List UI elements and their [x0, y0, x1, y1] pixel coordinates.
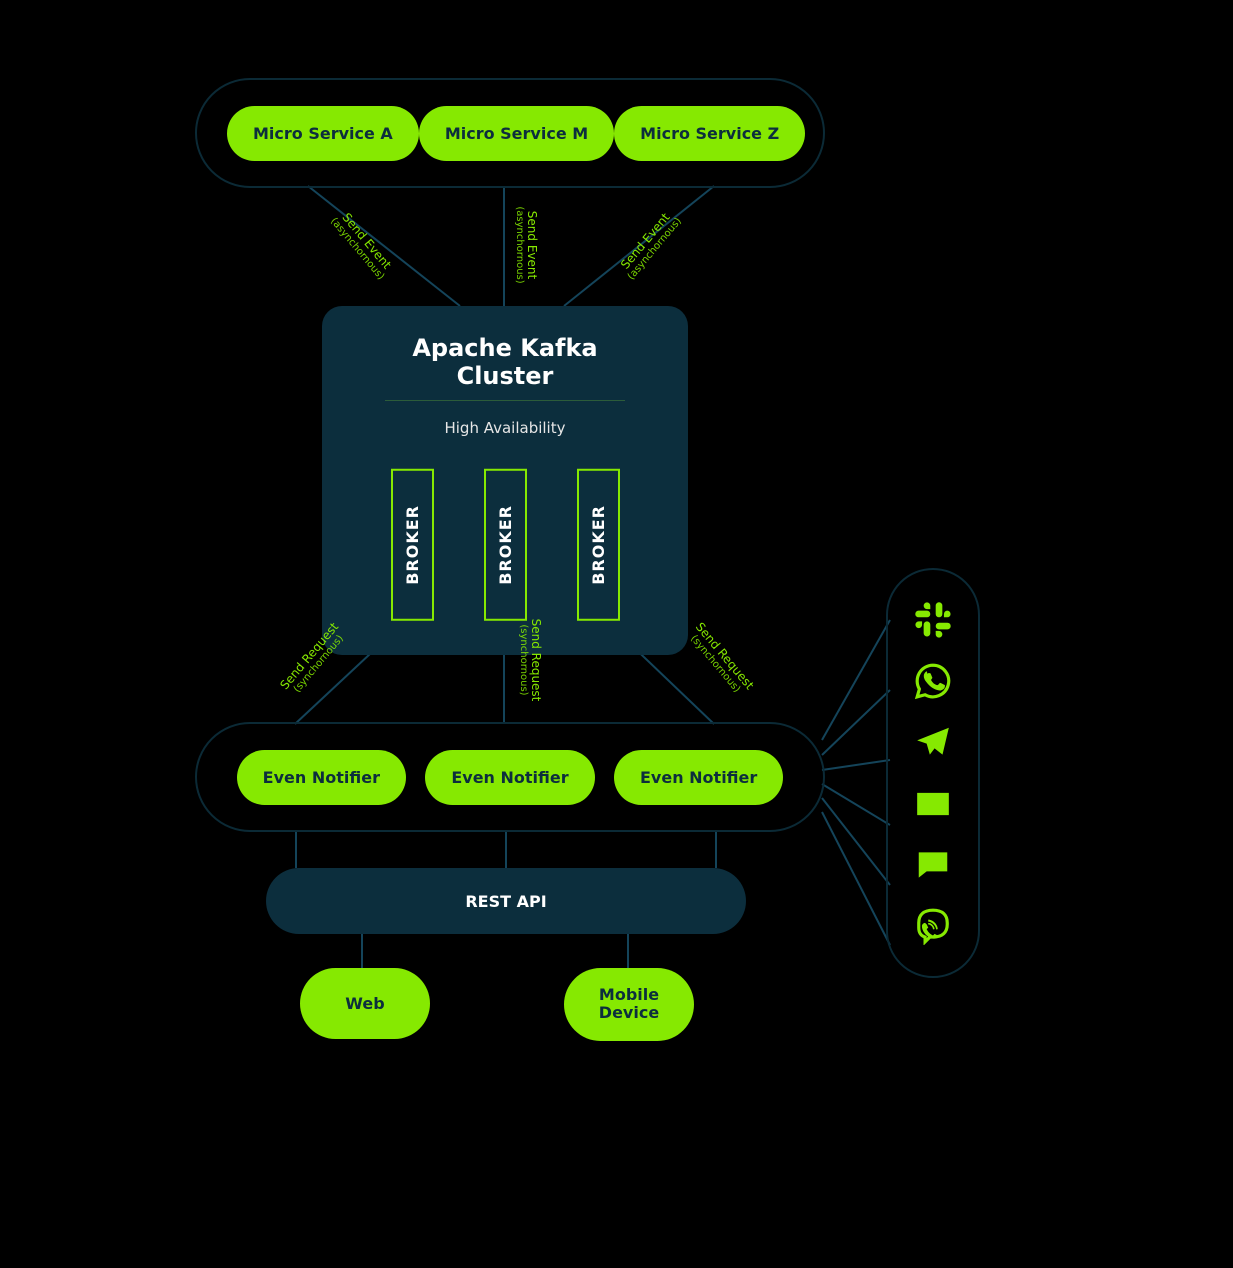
client-mobile: Mobile Device	[564, 968, 694, 1041]
client-mobile-label: Mobile Device	[599, 985, 659, 1022]
rest-api-bar: REST API	[266, 868, 746, 934]
broker-3: BROKER	[577, 469, 620, 621]
microservice-a: Micro Service A	[227, 106, 419, 161]
edge-label-send-event: Send Event(asynchornous)	[327, 207, 397, 283]
telegram-icon	[914, 723, 952, 761]
channels-container	[886, 568, 980, 978]
kafka-cluster: Apache Kafka Cluster High Availability B…	[322, 306, 688, 655]
microservice-m: Micro Service M	[419, 106, 614, 161]
edge-notif-chan	[822, 620, 890, 740]
microservice-z: Micro Service Z	[614, 106, 805, 161]
notifier-2: Even Notifier	[425, 750, 594, 805]
slack-icon	[914, 601, 952, 639]
edge-notif-chan	[822, 760, 890, 770]
edge-notif-chan	[822, 784, 890, 825]
brokers-row: BROKER BROKER BROKER	[364, 469, 646, 621]
edge-notif-chan	[822, 690, 890, 755]
edge-label-send-event: Send Event(asynchornous)	[615, 207, 685, 283]
client-web: Web	[300, 968, 430, 1039]
kafka-subtitle: High Availability	[364, 419, 646, 437]
edge-notif-chan	[822, 812, 890, 945]
sms-icon	[914, 846, 952, 884]
edge-notif-chan	[822, 798, 890, 885]
notifiers-container: Even Notifier Even Notifier Even Notifie…	[195, 722, 825, 832]
mail-icon	[914, 785, 952, 823]
kafka-divider	[385, 400, 625, 401]
kafka-title: Apache Kafka Cluster	[364, 334, 646, 390]
broker-2: BROKER	[484, 469, 527, 621]
viber-icon	[914, 907, 952, 945]
microservices-container: Micro Service A Micro Service M Micro Se…	[195, 78, 825, 188]
edge-label-send-request: Send Request(synchornous)	[277, 620, 350, 700]
edge-label-send-request: Send Request(synchornous)	[517, 619, 543, 702]
edge-label-send-request: Send Request(synchornous)	[683, 620, 756, 700]
edge-ms-kafka	[308, 186, 460, 306]
rest-api-label: REST API	[465, 892, 546, 911]
broker-1: BROKER	[391, 469, 434, 621]
notifier-1: Even Notifier	[237, 750, 406, 805]
edge-label-send-event: Send Event(asynchornous)	[513, 206, 539, 283]
whatsapp-icon	[914, 662, 952, 700]
notifier-3: Even Notifier	[614, 750, 783, 805]
